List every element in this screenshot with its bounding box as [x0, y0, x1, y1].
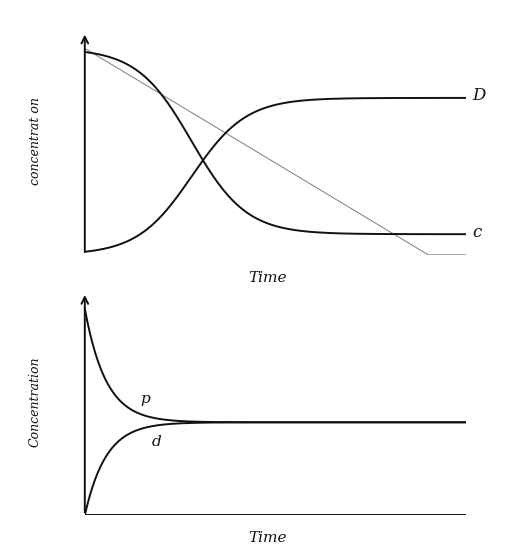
- Text: Time: Time: [249, 531, 287, 545]
- Text: Concentration: Concentration: [29, 356, 42, 447]
- Text: concentrat on: concentrat on: [29, 98, 42, 185]
- Text: Time: Time: [249, 271, 287, 285]
- Text: c: c: [472, 224, 481, 240]
- Text: p: p: [140, 392, 150, 406]
- Text: D: D: [472, 88, 485, 104]
- Text: d: d: [152, 435, 161, 449]
